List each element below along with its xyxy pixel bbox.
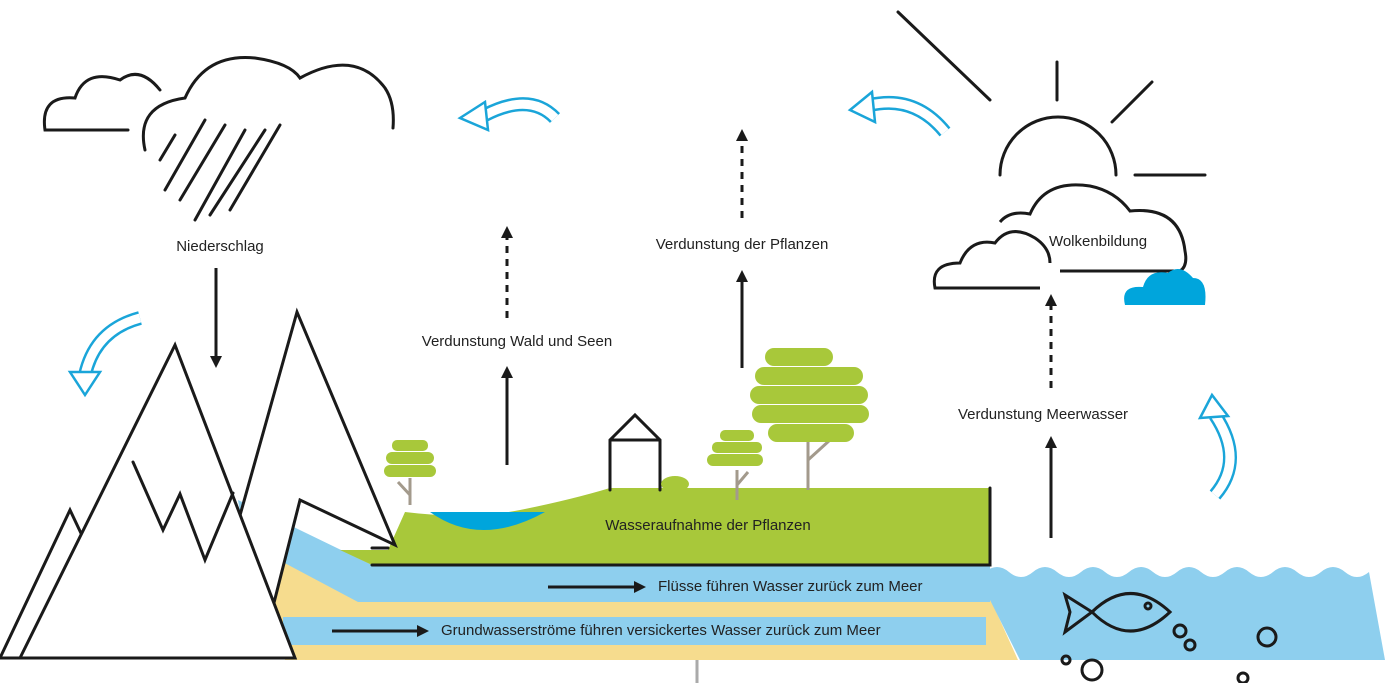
- label: Grundwasserströme führen versickertes Wa…: [441, 622, 881, 639]
- sun: [898, 12, 1205, 175]
- cloud: [44, 74, 160, 130]
- tree: [384, 440, 436, 505]
- cycle-arrow: [850, 92, 945, 132]
- cycle-arrow: [70, 318, 140, 395]
- label: Verdunstung der Pflanzen: [656, 236, 829, 253]
- bush: [661, 476, 689, 492]
- cycle-arrow: [1200, 395, 1230, 495]
- tree: [750, 348, 869, 490]
- rain-cloud: [143, 58, 393, 151]
- page: {"labels": [ "Niederschlag", "Verdunstun…: [0, 0, 1385, 683]
- label: Verdunstung Wald und Seen: [422, 333, 612, 350]
- label: Wolkenbildung: [1049, 233, 1147, 250]
- label: Verdunstung Meerwasser: [958, 406, 1128, 423]
- label: Wasseraufnahme der Pflanzen: [605, 517, 810, 534]
- label: Flüsse führen Wasser zurück zum Meer: [658, 578, 923, 595]
- blue-cloud: [1124, 269, 1205, 305]
- house: [610, 415, 660, 490]
- cycle-arrow: [460, 102, 555, 130]
- water-cycle-diagram: Niederschlag Verdunstung Wald und Seen V…: [0, 0, 1385, 683]
- label: Niederschlag: [176, 238, 264, 255]
- rain: [160, 120, 280, 220]
- cloud: [934, 232, 1050, 288]
